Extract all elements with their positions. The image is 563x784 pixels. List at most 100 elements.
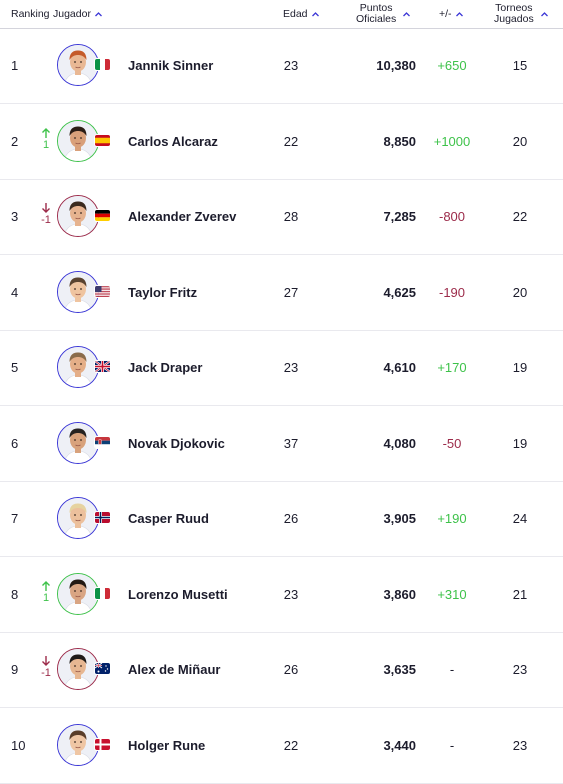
points-change: +170 [437, 360, 467, 375]
table-row[interactable]: 3 -1 Alexander Zverev 28 7,285 -800 22 [0, 179, 563, 255]
rank-change-value: 1 [42, 138, 50, 151]
points-change: -190 [438, 284, 466, 300]
player-name[interactable]: Carlos Alcaraz [128, 133, 218, 149]
table-row[interactable]: 2 1 Carlos Alcaraz 22 8,850 +1000 20 [0, 104, 563, 180]
chevron-up-icon [540, 10, 549, 19]
points-change: - [449, 737, 455, 753]
player-name[interactable]: Lorenzo Musetti [128, 586, 228, 602]
serbia-flag-icon [95, 436, 110, 448]
official-points: 3,860 [383, 586, 416, 602]
arrow-up-icon [41, 127, 51, 139]
player-avatar [57, 195, 99, 237]
table-row[interactable]: 6 Novak Djokovic 37 4,080 -50 19 [0, 406, 563, 482]
rank-change-indicator: 1 [36, 580, 56, 610]
sort-age-header[interactable]: Edad [283, 2, 320, 26]
player-age: 22 [283, 133, 299, 149]
australia-flag-icon [95, 663, 110, 674]
points-change: +310 [437, 586, 467, 602]
player-age: 22 [283, 737, 299, 753]
tournaments-played: 19 [512, 435, 528, 451]
rank-change-value: -1 [41, 214, 51, 226]
player-avatar [57, 421, 99, 464]
official-points: 10,380 [376, 58, 416, 73]
player-avatar [57, 648, 99, 690]
official-points: 4,625 [383, 284, 416, 300]
points-change: +1000 [433, 133, 471, 149]
rank-change-value: -1 [41, 667, 51, 679]
italy-flag-icon [95, 59, 110, 70]
norway-flag-icon [95, 512, 110, 523]
table-row[interactable]: 7 Casper Ruud 26 3,905 +190 24 [0, 481, 563, 557]
table-header: Ranking Jugador Edad Puntos Oficiales +/-… [0, 0, 563, 29]
sort-delta-header[interactable]: +/- [439, 2, 464, 26]
player-name[interactable]: Casper Ruud [128, 511, 209, 526]
table-row[interactable]: 9 -1 Alex de Miñaur 26 3,635 - 23 [0, 632, 563, 708]
table-row[interactable]: 5 Jack Draper 23 4,610 +170 19 [0, 330, 563, 406]
official-points: 4,080 [383, 435, 416, 451]
rank-change-value: 1 [42, 591, 50, 604]
arrow-up-icon [41, 580, 51, 592]
germany-flag-icon [95, 210, 110, 221]
player-avatar [57, 44, 99, 86]
sort-played-header[interactable]: Torneos Jugados [494, 2, 549, 26]
official-points: 4,610 [383, 360, 416, 375]
rank-number: 10 [11, 737, 26, 753]
player-avatar [57, 572, 99, 615]
usa-flag-icon [95, 285, 110, 297]
player-name[interactable]: Holger Rune [128, 737, 206, 753]
tournaments-played: 24 [512, 511, 528, 526]
sort-points-header[interactable]: Puntos Oficiales [356, 2, 411, 26]
player-age: 23 [283, 58, 299, 73]
player-age: 37 [283, 435, 299, 451]
chevron-up-icon [311, 10, 320, 19]
tournaments-played: 20 [512, 284, 528, 300]
player-header-label: Jugador [53, 7, 91, 20]
table-row[interactable]: 4 Taylor Fritz 27 4,625 -190 20 [0, 255, 563, 331]
age-header-label: Edad [283, 7, 308, 20]
player-name[interactable]: Alexander Zverev [128, 209, 237, 224]
player-name[interactable]: Jack Draper [128, 360, 203, 375]
player-age: 26 [283, 511, 299, 526]
rank-change-indicator: -1 [36, 202, 56, 232]
player-age: 27 [283, 284, 299, 300]
official-points: 3,635 [383, 662, 416, 677]
tournaments-played: 21 [512, 586, 528, 602]
played-header-label: Torneos Jugados [494, 2, 534, 25]
points-change: - [449, 662, 455, 677]
tournaments-played: 15 [512, 58, 528, 73]
table-row[interactable]: 8 1 Lorenzo Musetti 23 3,860 +310 21 [0, 557, 563, 633]
player-age: 23 [283, 360, 299, 375]
chevron-up-icon [402, 10, 411, 19]
points-change: +190 [437, 511, 467, 526]
player-name[interactable]: Taylor Fritz [128, 284, 198, 300]
sort-player-header[interactable]: Jugador [53, 2, 103, 26]
player-age: 28 [283, 209, 299, 224]
player-name[interactable]: Novak Djokovic [128, 435, 225, 451]
ranking-header-label: Ranking [11, 7, 50, 20]
rank-change-indicator: 1 [36, 127, 56, 157]
rank-number: 3 [11, 209, 19, 224]
table-row[interactable]: 1 Jannik Sinner 23 10,380 +650 15 [0, 28, 563, 104]
rank-number: 1 [11, 58, 19, 73]
arrow-down-icon [41, 202, 51, 214]
tournaments-played: 22 [512, 209, 528, 224]
sort-ranking-header[interactable]: Ranking [11, 2, 50, 26]
player-avatar [57, 723, 99, 766]
official-points: 3,440 [383, 737, 416, 753]
player-age: 23 [283, 586, 299, 602]
player-avatar [57, 346, 99, 388]
rank-change-indicator: -1 [36, 655, 56, 685]
points-header-label: Puntos Oficiales [356, 2, 397, 25]
player-age: 26 [283, 662, 299, 677]
player-name[interactable]: Alex de Miñaur [128, 662, 221, 677]
tournaments-played: 23 [512, 737, 528, 753]
player-name[interactable]: Jannik Sinner [128, 58, 214, 73]
rank-number: 6 [11, 435, 19, 451]
player-avatar [57, 270, 99, 313]
tournaments-played: 20 [512, 133, 528, 149]
table-row[interactable]: 10 Holger Rune 22 3,440 - 23 [0, 708, 563, 784]
points-change: -800 [438, 209, 466, 224]
points-change: +650 [437, 58, 467, 73]
tournaments-played: 23 [512, 662, 528, 677]
